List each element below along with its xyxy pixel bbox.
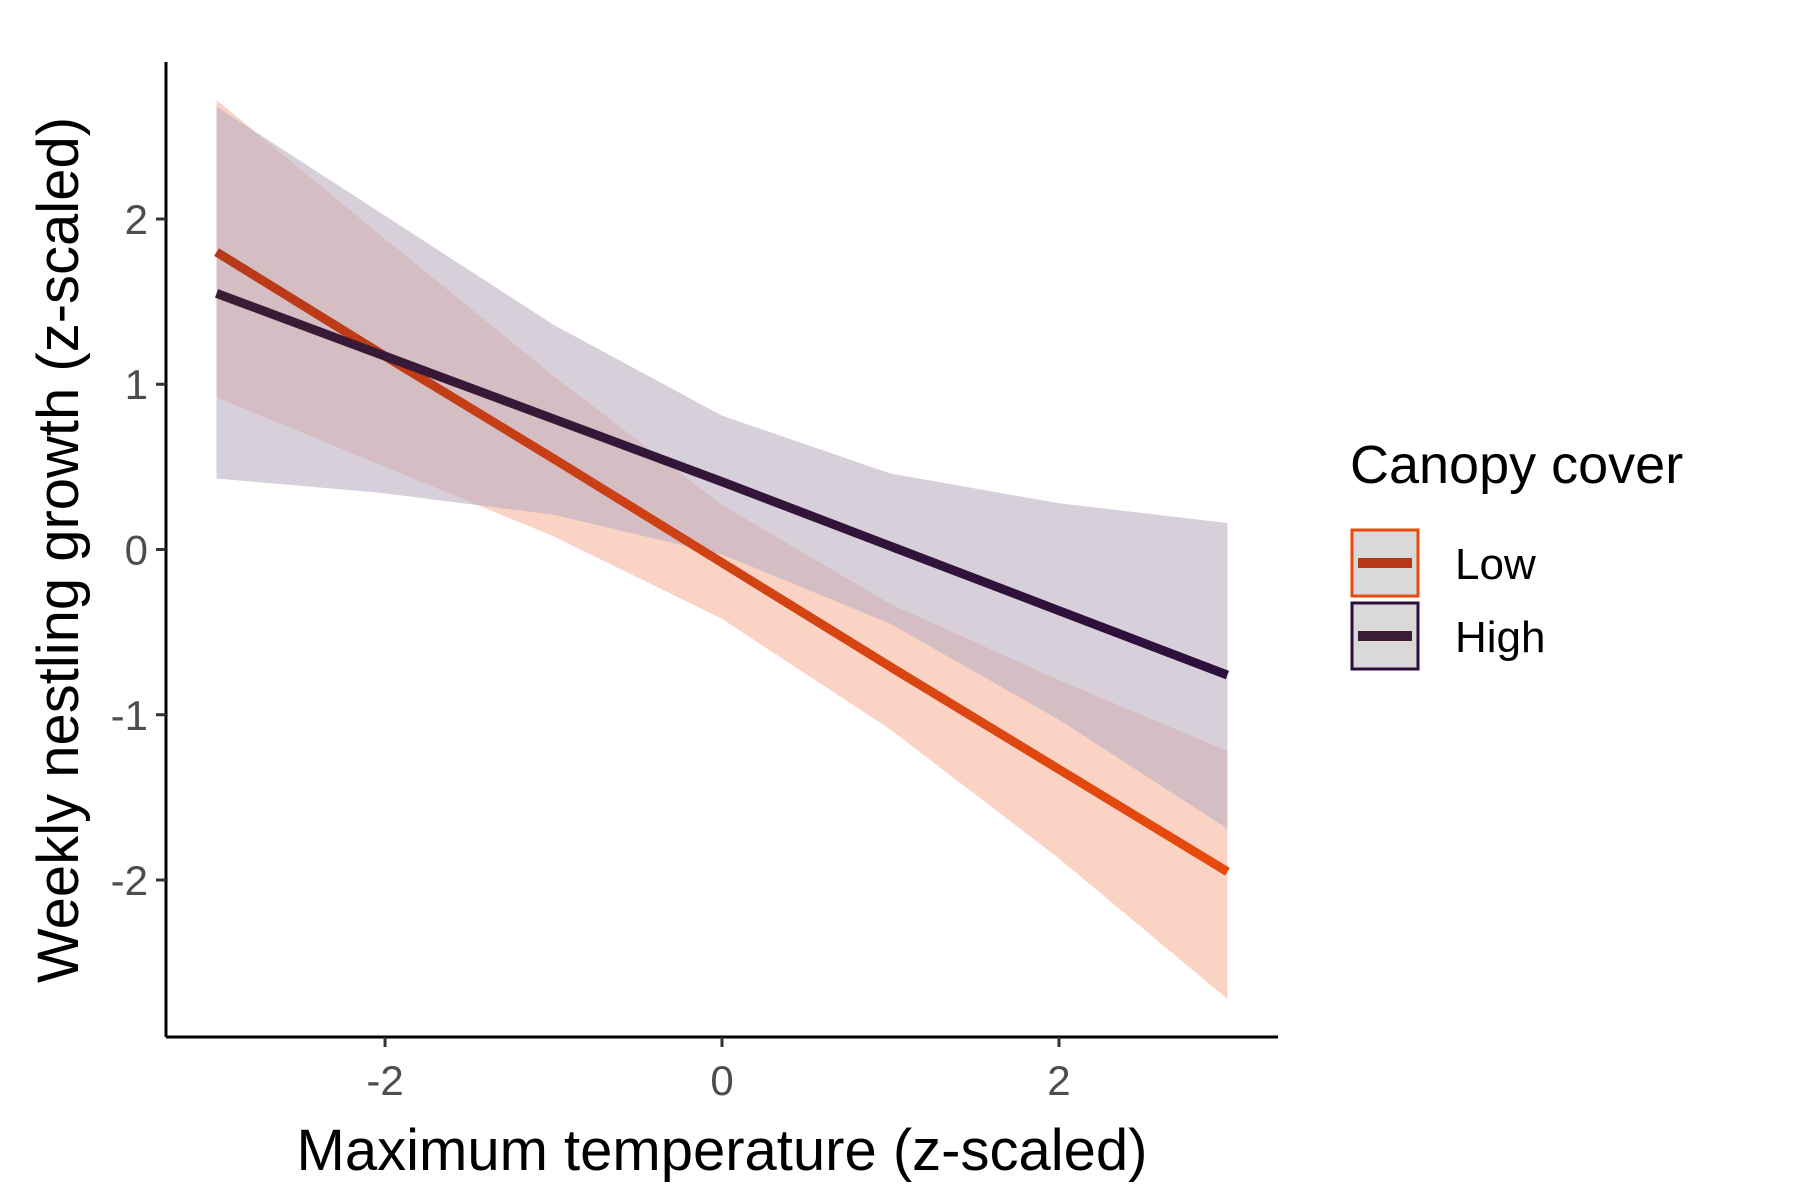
x-axis-title: Maximum temperature (z-scaled): [297, 1118, 1148, 1183]
y-tick-label: 0: [125, 527, 148, 574]
legend: Canopy cover Low High: [1350, 435, 1683, 671]
y-tick-label: 2: [125, 196, 148, 243]
y-tick-label: 1: [125, 361, 148, 408]
legend-label-high: High: [1455, 613, 1546, 662]
x-tick-label: 2: [1047, 1057, 1070, 1104]
x-axis-ticks: -2 0 2: [366, 1037, 1071, 1104]
x-tick-label: -2: [366, 1057, 403, 1104]
fit-lines: [214, 248, 1230, 876]
y-axis-title: Weekly nestling growth (z-scaled): [26, 117, 91, 983]
legend-title: Canopy cover: [1350, 435, 1683, 495]
x-tick-label: 0: [710, 1057, 733, 1104]
legend-label-low: Low: [1455, 540, 1536, 589]
y-axis-ticks: -2 -1 0 1 2: [111, 196, 166, 904]
confidence-ribbons: [216, 100, 1228, 999]
ribbon-high: [216, 106, 1228, 829]
y-tick-label: -2: [111, 857, 148, 904]
fit-line-high: [214, 289, 1230, 680]
y-tick-label: -1: [111, 692, 148, 739]
